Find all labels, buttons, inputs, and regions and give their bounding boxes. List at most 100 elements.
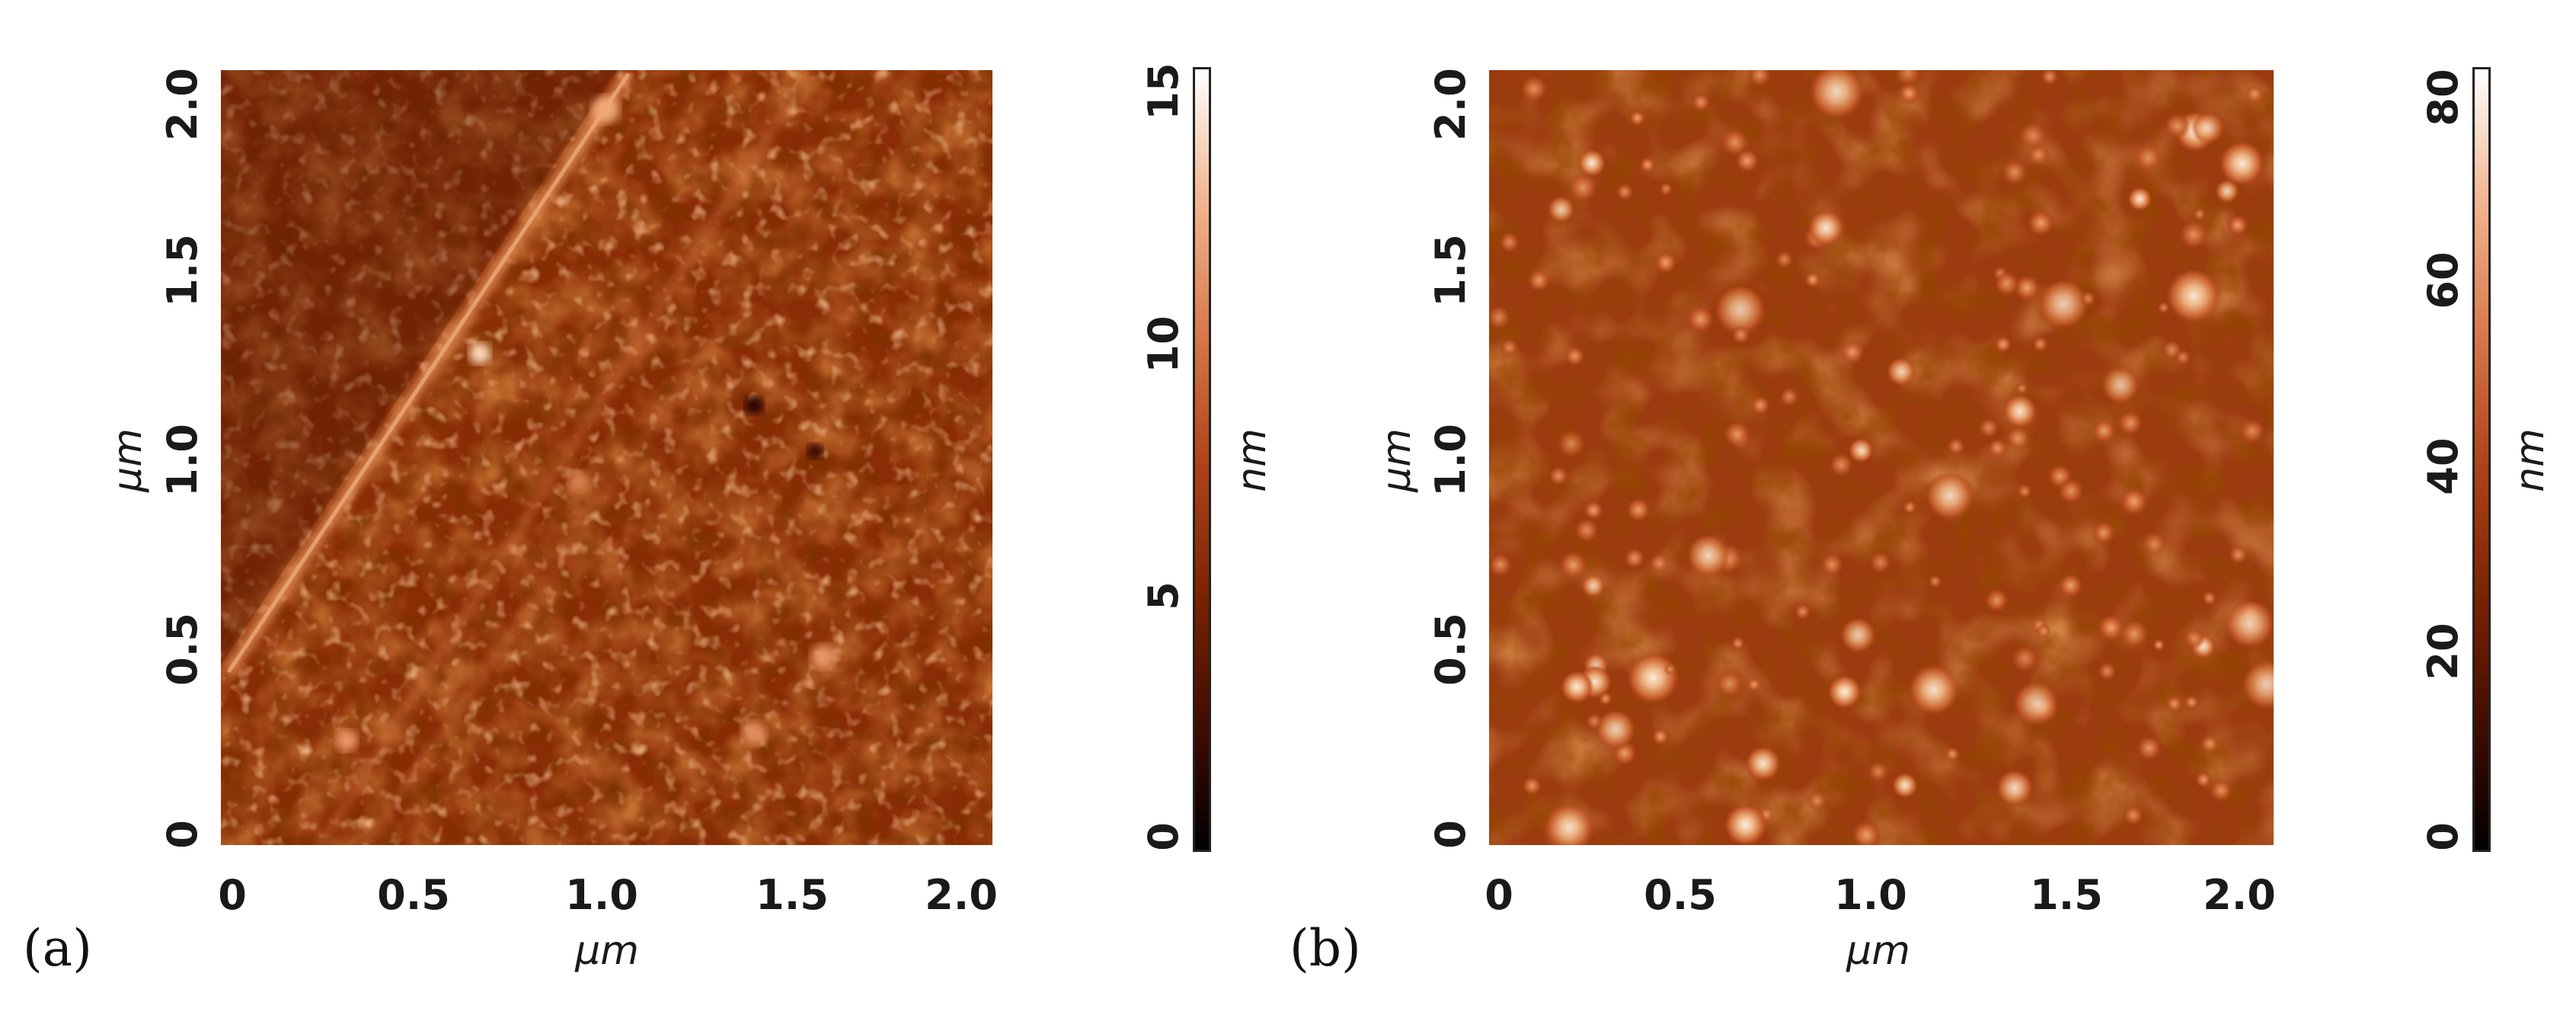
surface-grain [1779, 388, 1800, 408]
surface-grain [2119, 620, 2149, 651]
surface-grain [1585, 713, 1603, 731]
surface-grain [1829, 453, 1854, 479]
surface-grain [1639, 157, 1656, 175]
surface-grain [2174, 350, 2191, 367]
y-tick-b-1: 0.5 [1427, 613, 1475, 686]
y-tick-a-0: 0 [158, 820, 206, 849]
surface-grain [2097, 615, 2125, 643]
surface-grain [1924, 472, 1975, 524]
surface-grain [2245, 85, 2264, 105]
surface-grain [1580, 575, 1606, 600]
y-tick-b-3: 1.5 [1427, 234, 1475, 307]
surface-grain [1659, 182, 1673, 197]
surface-grain [2218, 142, 2265, 190]
surface-grain [2191, 112, 2225, 147]
colorbar-tick-b-2: 40 [2419, 437, 2467, 495]
surface-grain [1648, 553, 1670, 575]
surface-grain [1734, 149, 1759, 175]
surface-grain [2032, 336, 2049, 354]
surface-grain [2015, 383, 2028, 395]
surface-grain [1686, 306, 1715, 335]
surface-grain [1907, 666, 1961, 719]
surface-grain [2013, 276, 2041, 303]
surface-grain [1820, 553, 1844, 578]
surface-grain [1808, 70, 1865, 123]
surface-grain [1568, 174, 1598, 204]
surface-grain [1624, 549, 1645, 570]
y-tick-b-2: 1.0 [1427, 424, 1475, 497]
colorbar-tick-a-3: 15 [1139, 62, 1187, 120]
y-tick-b-0: 0 [1427, 820, 1475, 849]
surface-grain [1577, 150, 1606, 179]
surface-grain [2080, 291, 2096, 307]
surface-grain [2037, 280, 2090, 333]
surface-grain [1714, 286, 1767, 339]
surface-grain [1629, 110, 1646, 127]
panel-label-b: (b) [1290, 919, 1361, 978]
surface-grain [1560, 671, 1594, 706]
colorbar-tick-a-1: 5 [1139, 581, 1187, 610]
surface-grain [2142, 533, 2167, 559]
x-tick-a-0: 0 [218, 871, 247, 919]
surface-grain [1558, 552, 1588, 581]
surface-grain [1731, 636, 1745, 652]
surface-grain [2136, 736, 2162, 763]
surface-grain [2001, 160, 2028, 187]
surface-grain [1987, 439, 2008, 459]
surface-grain [1731, 325, 1751, 346]
surface-grain [1984, 589, 2009, 614]
surface-grain [1522, 776, 1542, 797]
colorbar-tick-b-0: 0 [2419, 822, 2467, 851]
surface-grain [1686, 535, 1731, 581]
surface-grain [1750, 396, 1771, 417]
x-tick-a-3: 1.5 [756, 871, 829, 919]
surface-grain [1723, 421, 1751, 450]
surface-grain [1947, 438, 1965, 456]
surface-grain [2239, 419, 2266, 446]
surface-grain [2194, 772, 2213, 789]
surface-grain [1794, 604, 1811, 621]
surface-grain [1839, 341, 1865, 366]
x-tick-a-1: 0.5 [377, 871, 450, 919]
surface-grain [2122, 805, 2144, 827]
colorbar-label-a: nm [1229, 428, 1275, 492]
surface-grain [2006, 427, 2031, 453]
surface-grain [1891, 773, 1919, 800]
surface-grain [1827, 676, 1862, 711]
surface-grain [1664, 663, 1676, 677]
surface-grain [1489, 553, 1513, 578]
surface-grain [1945, 747, 1961, 763]
surface-grain [1928, 575, 1942, 589]
surface-grain [1547, 197, 1575, 225]
colorbar-tick-b-4: 80 [2419, 69, 2467, 126]
surface-grain [2226, 215, 2248, 238]
surface-grain [2002, 395, 2037, 431]
surface-grain [2178, 221, 2209, 251]
surface-grain [2241, 661, 2274, 713]
surface-grain [2229, 546, 2248, 565]
surface-grain [2027, 210, 2055, 239]
surface-grain [1583, 501, 1603, 521]
surface-grain [1994, 336, 2012, 354]
surface-grain [2018, 122, 2047, 152]
surface-grain [2202, 591, 2217, 607]
surface-grain [1746, 677, 1763, 693]
surface-grain [1625, 498, 1651, 524]
surface-grain [1691, 93, 1711, 114]
surface-grain [2119, 488, 2149, 517]
surface-grain [2127, 187, 2153, 213]
surface-grain [1886, 357, 1916, 389]
surface-grain [2011, 645, 2040, 674]
colorbar-tick-a-2: 10 [1139, 315, 1187, 373]
x-tick-b-2: 1.0 [1834, 871, 1907, 919]
surface-grain [2165, 696, 2184, 714]
colorbar-b [2472, 67, 2491, 852]
surface-grain [2035, 623, 2052, 640]
surface-grain [1651, 728, 1670, 747]
x-axis-label-b: µm [1846, 928, 1910, 974]
surface-grain [1897, 83, 1921, 106]
colorbar-tick-a-0: 0 [1139, 822, 1187, 851]
surface-grain [1626, 653, 1680, 708]
surface-grain [2209, 780, 2233, 804]
surface-grain [1564, 347, 1585, 368]
